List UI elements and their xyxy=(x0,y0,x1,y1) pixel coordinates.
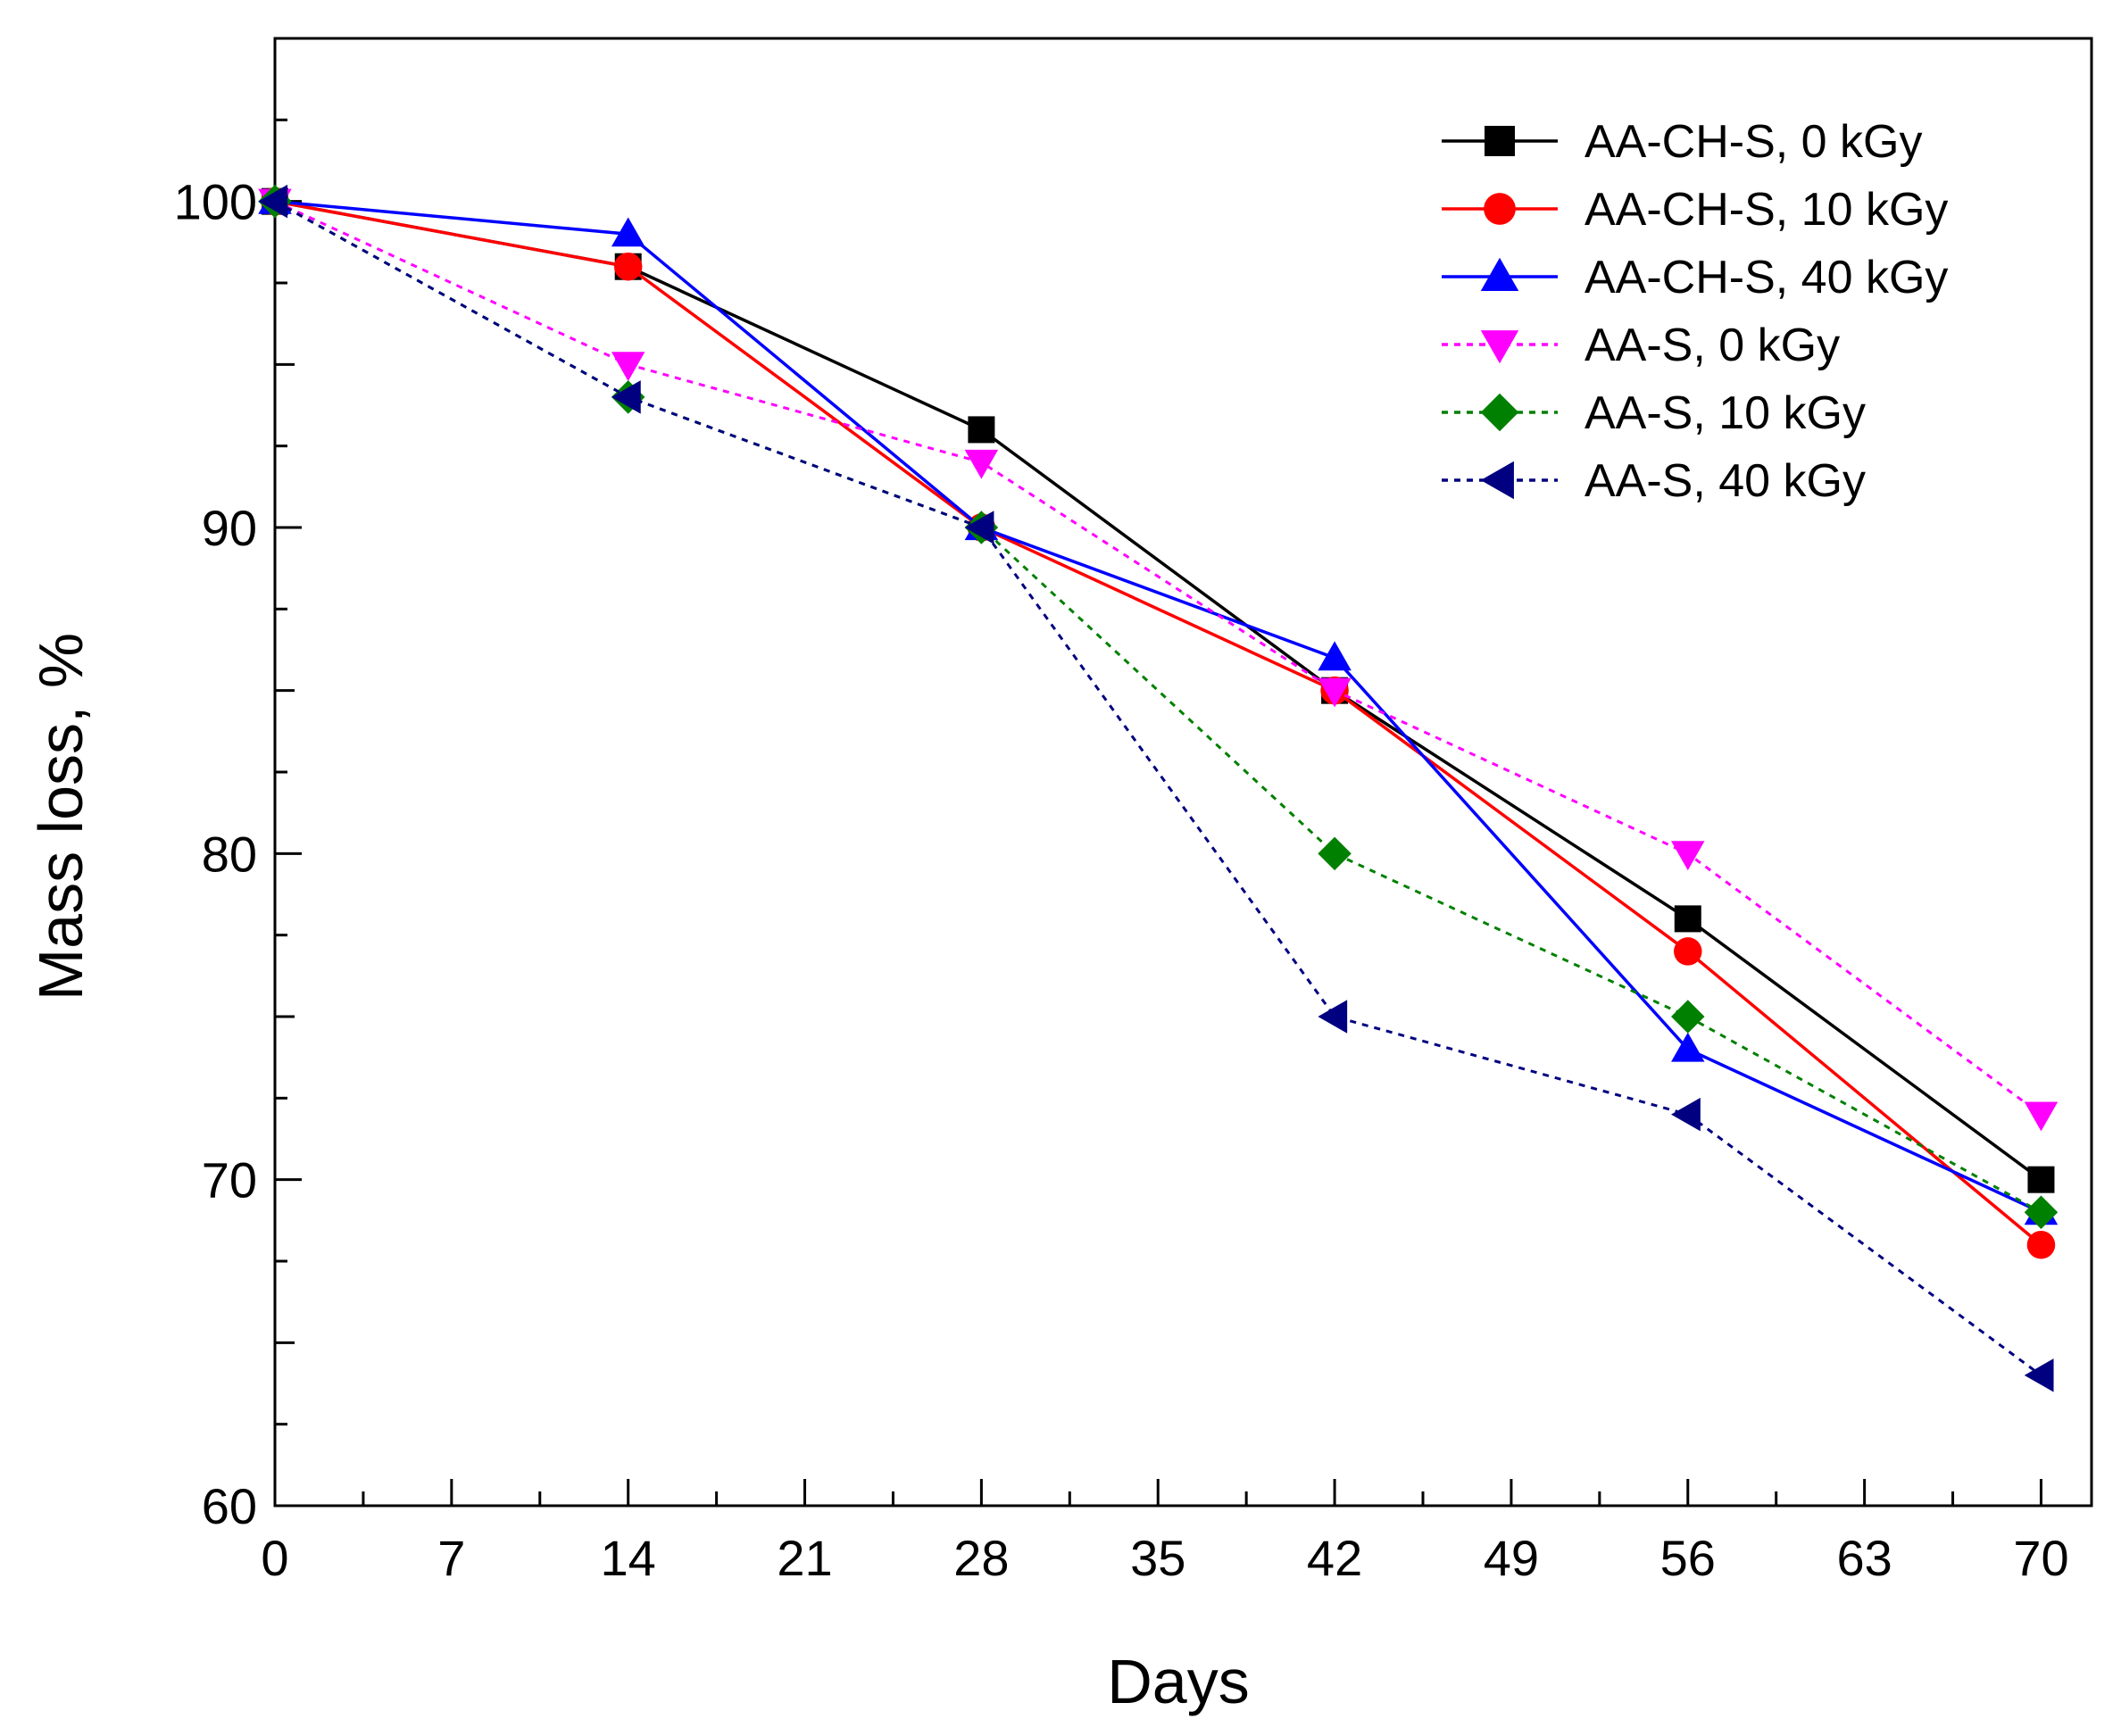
x-tick-label: 28 xyxy=(953,1530,1009,1586)
legend-label: AA-CH-S, 40 kGy xyxy=(1585,252,1948,303)
data-point xyxy=(1674,905,1701,933)
x-tick-label: 42 xyxy=(1307,1530,1362,1586)
x-tick-label: 56 xyxy=(1660,1530,1716,1586)
data-point xyxy=(613,252,643,281)
data-point xyxy=(1671,1000,1705,1034)
legend-entry-1: AA-CH-S, 0 kGy xyxy=(1442,116,1923,168)
x-tick-label: 0 xyxy=(261,1530,288,1586)
legend: AA-CH-S, 0 kGy AA-CH-S, 10 kGy AA-CH-S, 40… xyxy=(1442,116,1948,507)
data-point xyxy=(611,217,645,247)
x-tick-label: 63 xyxy=(1836,1530,1892,1586)
data-point xyxy=(2027,1166,2055,1193)
x-tick-label: 49 xyxy=(1484,1530,1539,1586)
legend-label: AA-CH-S, 0 kGy xyxy=(1585,116,1923,168)
data-point xyxy=(1674,937,1702,966)
series-line xyxy=(274,200,2042,1116)
legend-marker xyxy=(1480,330,1519,364)
legend-entry-6: AA-S, 40 kGy xyxy=(1442,455,1866,507)
legend-marker xyxy=(1485,126,1515,156)
legend-label: AA-S, 10 kGy xyxy=(1585,387,1866,439)
legend-marker xyxy=(1480,461,1514,500)
data-point xyxy=(2024,1195,2059,1229)
data-point xyxy=(964,511,994,544)
data-point xyxy=(968,416,995,444)
legend-marker xyxy=(1480,257,1519,291)
data-point xyxy=(611,352,645,382)
y-axis-title: Mass loss, % xyxy=(26,633,96,1001)
data-point xyxy=(1671,841,1705,871)
data-point xyxy=(2026,1230,2056,1259)
x-axis-title: Days xyxy=(1107,1647,1249,1716)
data-point xyxy=(611,380,641,414)
data-point xyxy=(2024,1101,2059,1132)
legend-entry-2: AA-CH-S, 10 kGy xyxy=(1442,184,1948,236)
legend-marker xyxy=(1480,393,1519,432)
legend-entry-4: AA-S, 0 kGy xyxy=(1442,320,1840,371)
plot-area: 0 7 14 21 28 35 42 49 56 63 70 60 70 80 90 100 xyxy=(174,37,2093,1586)
y-tick-label: 70 xyxy=(202,1152,257,1209)
series-line xyxy=(274,199,2042,1214)
legend-label: AA-S, 40 kGy xyxy=(1585,455,1866,507)
data-point xyxy=(1318,1000,1348,1034)
series-line xyxy=(274,200,2042,1214)
y-tick-label: 90 xyxy=(202,500,257,556)
series-6 xyxy=(258,184,2054,1392)
x-tick-label: 21 xyxy=(777,1530,832,1586)
series-line xyxy=(274,199,2042,1247)
data-point xyxy=(1671,1032,1705,1062)
data-point xyxy=(1671,1097,1701,1132)
legend-entry-3: AA-CH-S, 40 kGy xyxy=(1442,252,1948,303)
y-tick-label: 60 xyxy=(202,1478,257,1534)
x-tick-label: 7 xyxy=(437,1530,465,1586)
series-4 xyxy=(258,188,2059,1132)
legend-marker xyxy=(1484,193,1516,225)
data-point xyxy=(1318,641,1352,671)
data-point xyxy=(258,184,288,219)
data-point xyxy=(2024,1358,2054,1392)
legend-label: AA-S, 0 kGy xyxy=(1585,320,1840,371)
data-point xyxy=(1318,677,1352,708)
data-point xyxy=(964,449,999,479)
x-tick-label: 35 xyxy=(1130,1530,1185,1586)
legend-entry-5: AA-S, 10 kGy xyxy=(1442,387,1866,439)
data-point xyxy=(1318,836,1352,871)
legend-label: AA-CH-S, 10 kGy xyxy=(1585,184,1948,236)
y-tick-label: 80 xyxy=(202,826,257,882)
x-tick-label: 70 xyxy=(2013,1530,2068,1586)
x-tick-label: 14 xyxy=(601,1530,656,1586)
y-tick-label: 100 xyxy=(174,174,257,230)
